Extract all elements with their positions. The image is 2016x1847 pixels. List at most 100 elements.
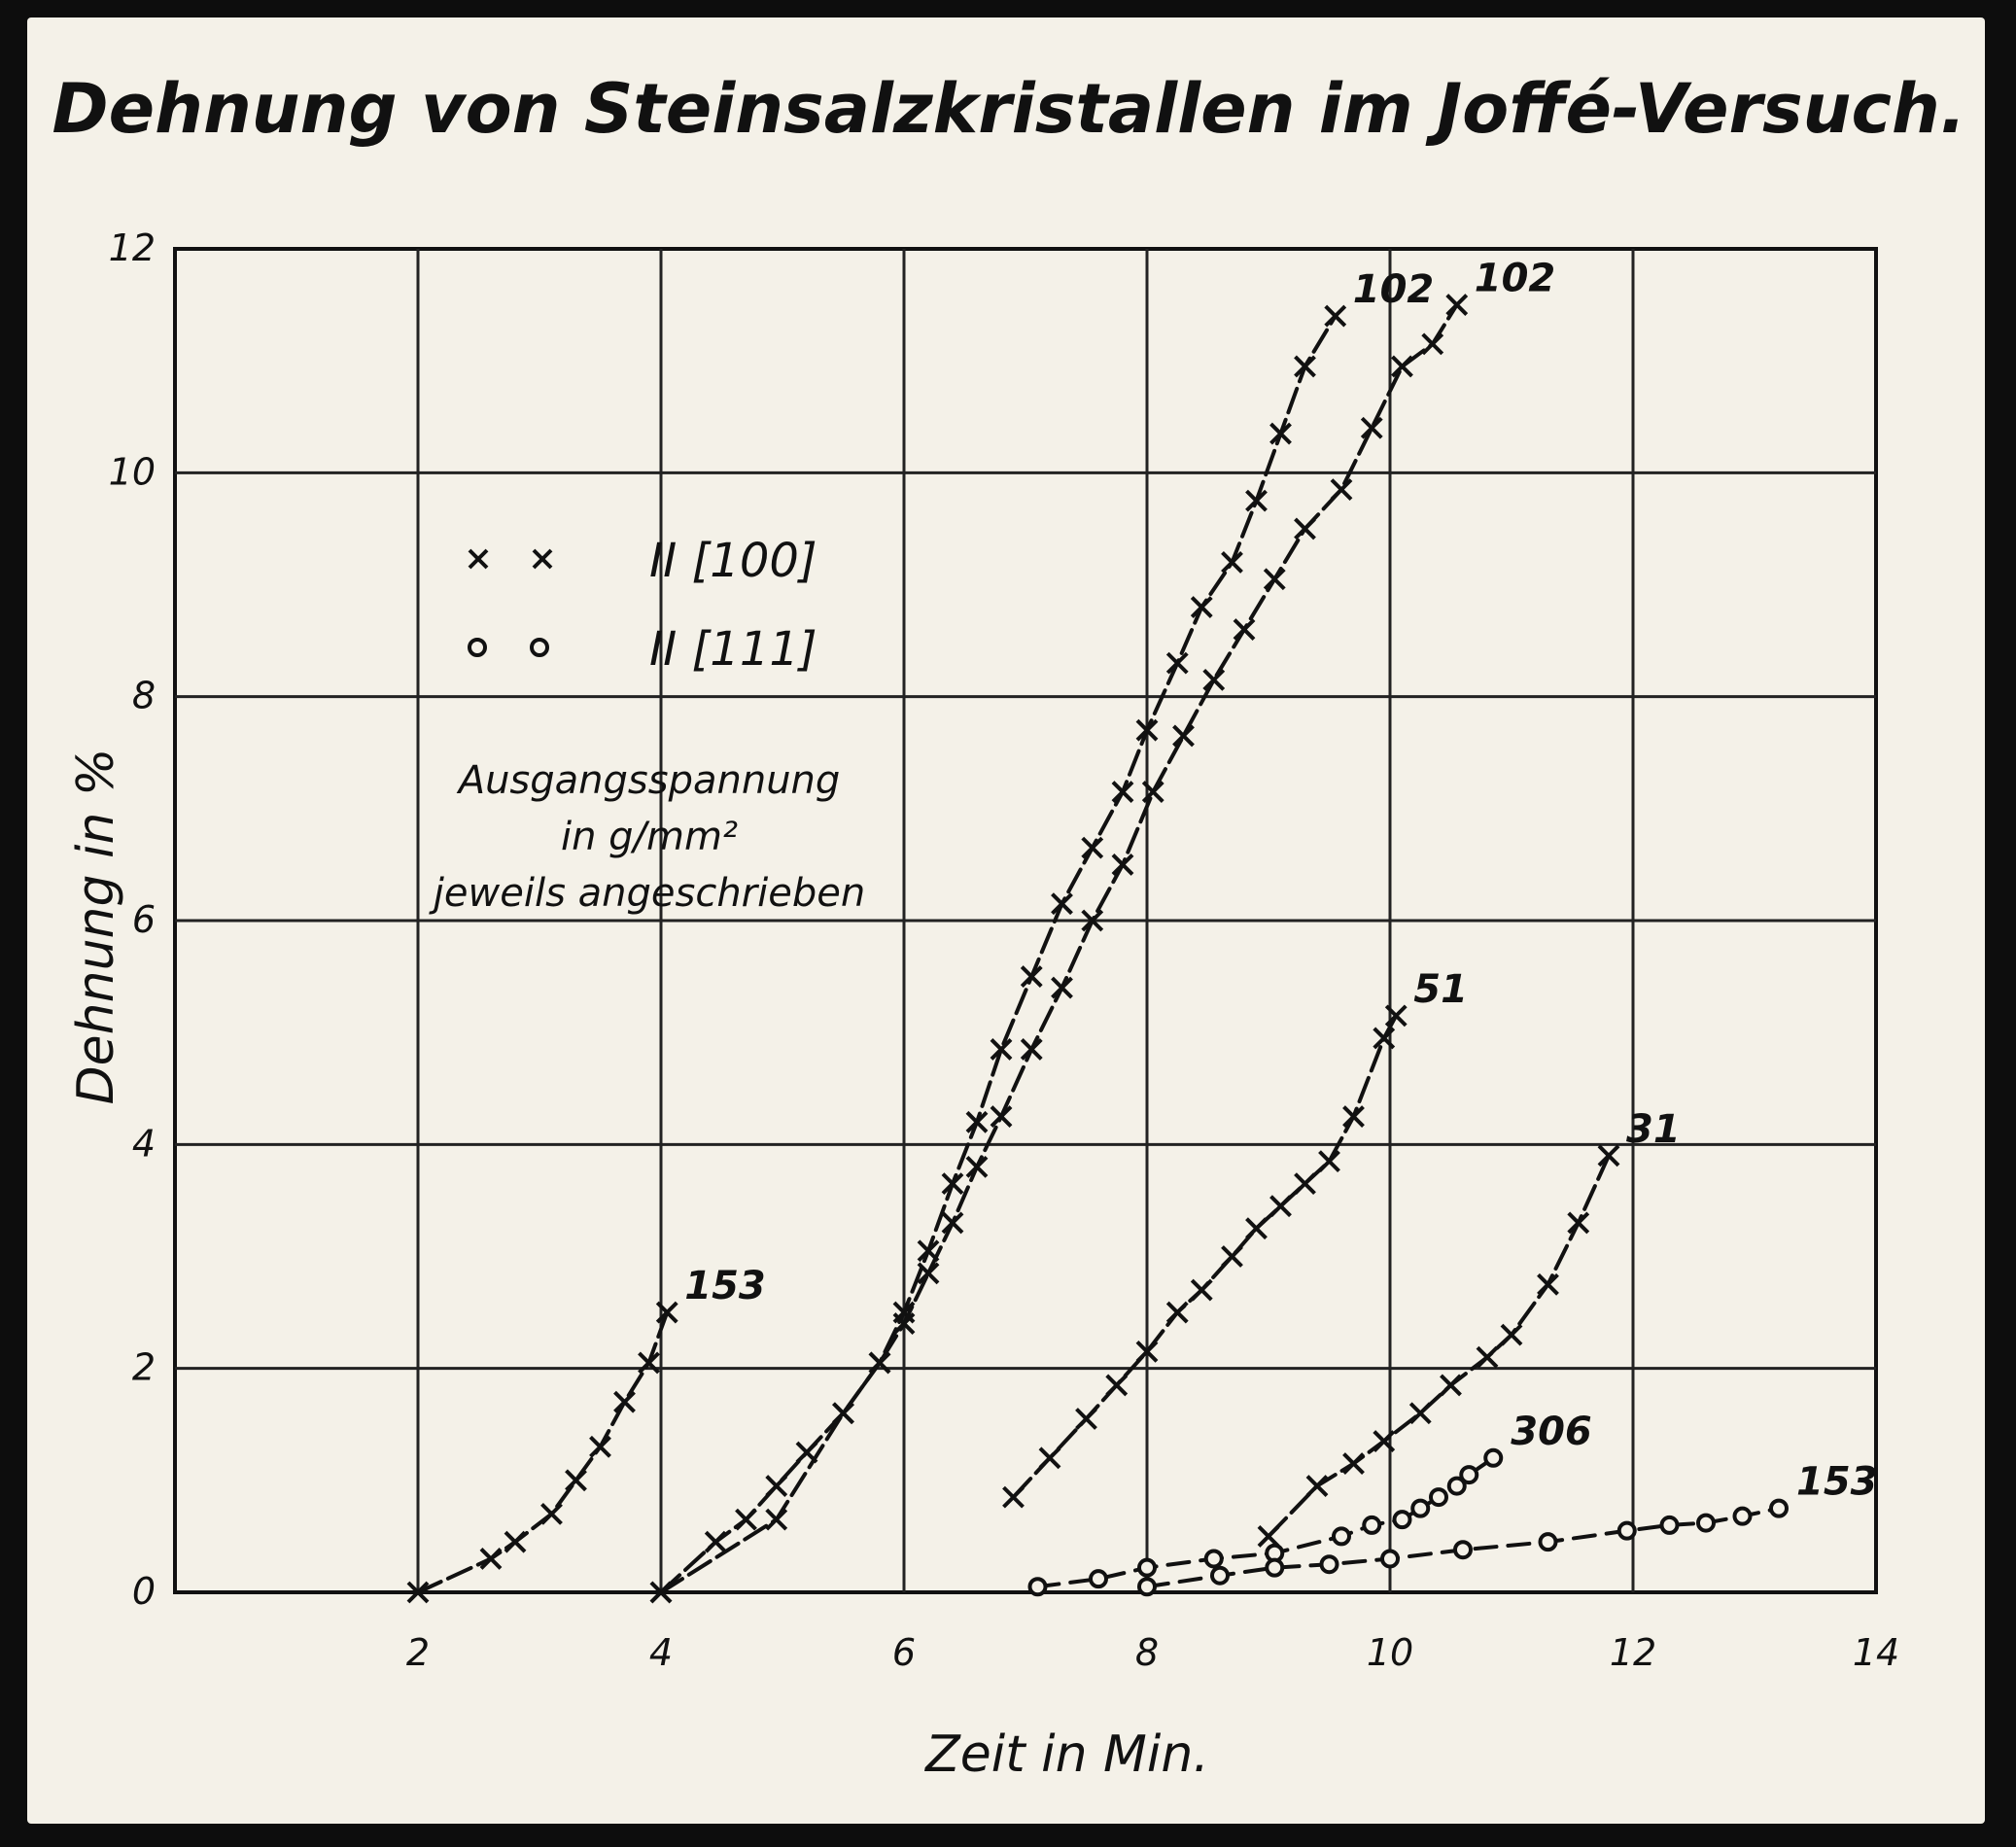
data-point-stroke: [892, 1312, 916, 1336]
data-point-o: [1446, 1476, 1467, 1496]
data-point-stroke: [589, 1435, 611, 1458]
data-point-stroke: [1190, 596, 1213, 618]
data-point-x: [1294, 355, 1316, 378]
data-point-o: [1483, 1447, 1504, 1468]
data-point-x: [832, 1402, 854, 1425]
data-point-stroke: [1165, 651, 1189, 675]
data-point-stroke: [1294, 355, 1316, 378]
x-tick-label: 10: [1367, 1631, 1413, 1674]
data-point-stroke: [1020, 965, 1043, 988]
data-point-x: [1038, 1446, 1061, 1470]
data-point-x: [1081, 909, 1104, 932]
data-point-x: [1051, 892, 1073, 916]
data-point-stroke: [1537, 1272, 1559, 1296]
data-point-x: [1051, 976, 1073, 999]
data-point-x: [1294, 517, 1316, 540]
series-0: 153: [406, 1264, 766, 1604]
data-point-stroke: [1081, 909, 1104, 932]
data-point-x: [1342, 1452, 1365, 1475]
data-point-x: [765, 1475, 788, 1498]
legend-item-x: II [100]: [468, 534, 817, 588]
data-point-x: [504, 1530, 527, 1553]
data-point-x: [1165, 1301, 1189, 1324]
data-point-stroke: [1233, 618, 1256, 641]
data-point-x: [565, 1469, 587, 1492]
series-end-label: 153: [1796, 1460, 1878, 1505]
data-point-stroke: [1324, 304, 1347, 328]
series-2: 102: [649, 257, 1556, 1604]
y-axis-ticks: 0 2 4 6 8 10 12: [109, 227, 156, 1613]
data-point-x: [1020, 1038, 1043, 1061]
data-point-o: [1319, 1554, 1339, 1575]
data-point-x: [1245, 1217, 1268, 1240]
data-point-o: [1696, 1513, 1716, 1533]
annotation: Ausgangsspannung in g/mm² jeweils angesc…: [429, 758, 865, 916]
chart-card: Dehnung von Steinsalzkristallen im Joffé…: [27, 17, 1985, 1824]
data-point-x: [1445, 294, 1469, 316]
data-point-stroke: [1002, 1485, 1025, 1509]
data-point-x: [406, 1581, 430, 1604]
data-point-o: [1459, 1465, 1479, 1485]
data-point-stroke: [1294, 1172, 1316, 1196]
data-point-stroke: [1440, 1374, 1462, 1397]
data-point-stroke: [1075, 1408, 1097, 1430]
data-point-stroke: [990, 1038, 1013, 1061]
data-point-o: [1332, 1526, 1351, 1547]
x-tick-label: 12: [1610, 1631, 1656, 1674]
data-point-stroke: [649, 1581, 673, 1604]
series-end-label: 102: [1353, 267, 1435, 312]
data-point-x: [1269, 422, 1292, 445]
data-point-x: [1202, 668, 1226, 691]
data-point-stroke: [1330, 478, 1353, 502]
data-point-stroke: [990, 1105, 1013, 1128]
data-point-stroke: [1269, 1195, 1292, 1218]
data-point-o: [1137, 1557, 1157, 1578]
data-point-x: [1020, 965, 1043, 988]
x-axis-label: Zeit in Min.: [923, 1725, 1209, 1784]
data-point-stroke: [765, 1475, 788, 1498]
data-point-x: [1105, 1374, 1129, 1397]
series-5: 306: [1027, 1410, 1592, 1597]
data-point-x: [990, 1105, 1013, 1128]
series-end-label: 31: [1626, 1107, 1681, 1152]
data-point-o: [1616, 1520, 1637, 1541]
data-point-stroke: [1567, 1211, 1590, 1235]
data-point-x: [1135, 718, 1159, 742]
data-point-stroke: [832, 1402, 854, 1425]
data-point-stroke: [1500, 1323, 1523, 1346]
x-tick-label: 14: [1853, 1631, 1899, 1674]
data-point-x: [1172, 724, 1195, 748]
data-point-stroke: [1257, 1525, 1280, 1548]
data-point-stroke: [917, 1239, 940, 1263]
annotation-line-3: jeweils angeschrieben: [429, 871, 865, 916]
series-1: 102: [649, 267, 1435, 1604]
data-point-x: [1221, 551, 1243, 574]
data-point-stroke: [613, 1390, 636, 1413]
data-point-x: [735, 1508, 757, 1531]
data-point-x: [1165, 651, 1189, 675]
data-point-o: [1453, 1540, 1473, 1560]
data-point-stroke: [941, 1172, 964, 1196]
series-end-label: 102: [1475, 257, 1556, 301]
data-point-o: [1380, 1549, 1400, 1569]
data-point-x: [1221, 1245, 1243, 1268]
data-point-stroke: [1445, 294, 1469, 316]
data-point-stroke: [504, 1530, 527, 1553]
data-point-x: [638, 1351, 660, 1375]
data-point-x: [941, 1211, 964, 1235]
data-point-stroke: [1038, 1446, 1061, 1470]
legend-x-marker-icon: [468, 548, 553, 570]
data-point-x: [613, 1390, 636, 1413]
x-tick-label: 8: [1135, 1631, 1159, 1674]
data-point-stroke: [1221, 551, 1243, 574]
series-end-label: 306: [1511, 1410, 1592, 1454]
y-tick-label: 4: [132, 1122, 156, 1165]
y-tick-label: 10: [109, 450, 156, 493]
series-line: [659, 302, 1459, 1594]
data-point-x: [1476, 1345, 1499, 1369]
data-point-o: [1769, 1498, 1789, 1518]
data-point-x: [655, 1301, 678, 1324]
data-point-x: [1421, 332, 1444, 356]
series-line: [416, 1310, 670, 1594]
data-point-o: [1265, 1557, 1285, 1578]
